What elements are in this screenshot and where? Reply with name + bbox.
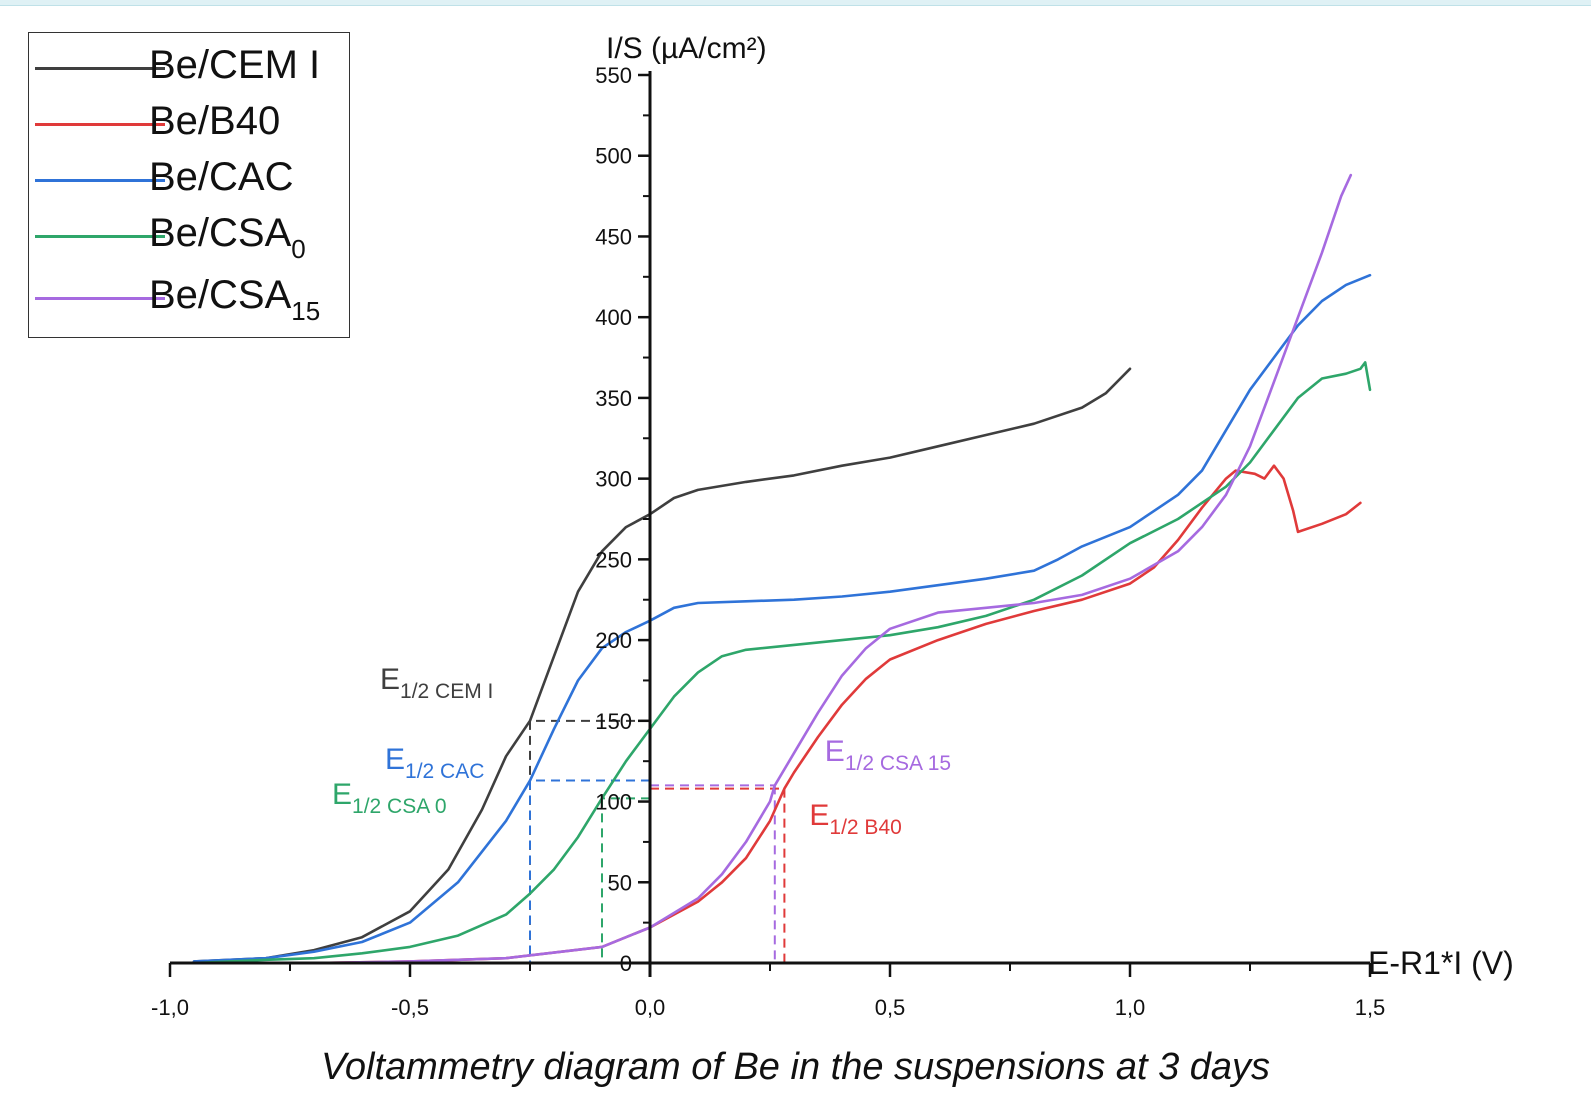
- legend: Be/CEM I Be/B40 Be/CAC Be/CSA0 Be/CSA15: [28, 32, 350, 338]
- series-lines: [192, 173, 1372, 965]
- series-line: [192, 273, 1372, 963]
- y-tick-label: 500: [595, 144, 632, 169]
- legend-label: Be/B40: [149, 99, 281, 143]
- axes: -1,0 -0,5 0,0 0,5 1,0 1,5 0 50 100 150 200 250 300 35…: [151, 63, 1385, 1020]
- x-tick-label: 0,5: [875, 995, 906, 1020]
- legend-label: Be/CEM I: [149, 43, 321, 87]
- legend-swatch: [35, 235, 165, 238]
- y-tick-label: 250: [595, 547, 632, 572]
- half-wave-annotation: E1/2 CEM I: [380, 663, 493, 704]
- legend-swatch: [35, 67, 165, 70]
- annotation-base: E: [824, 735, 845, 769]
- annotation-subscript: 1/2 B40: [829, 815, 902, 839]
- legend-item: Be/CEM I: [29, 39, 349, 95]
- y-tick-label: 150: [595, 709, 632, 734]
- y-axis-label: I/S (µA/cm²): [606, 32, 767, 65]
- x-axis-label: E-R1*I (V): [1368, 945, 1514, 981]
- annotation-subscript: 1/2 CEM I: [400, 679, 494, 703]
- half-wave-annotation: E1/2 CSA 15: [825, 735, 951, 776]
- y-tick-label: 200: [595, 628, 632, 653]
- series-line: [192, 173, 1353, 965]
- legend-item: Be/CAC: [29, 151, 349, 207]
- annotation-subscript: 1/2 CSA 15: [844, 752, 952, 776]
- annotation-subscript: 1/2 CAC: [405, 759, 485, 783]
- x-tick-label: -1,0: [151, 995, 189, 1020]
- legend-label: Be/CAC: [149, 155, 294, 199]
- legend-item: Be/CSA15: [29, 269, 349, 326]
- half-wave-annotation: E1/2 CAC: [385, 743, 484, 784]
- half-wave-guide-lines: [529, 719, 786, 963]
- y-tick-label: 0: [620, 951, 632, 976]
- x-tick-label: 0,0: [635, 995, 666, 1020]
- annotation-base: E: [385, 742, 406, 776]
- y-tick-label: 100: [595, 790, 632, 815]
- legend-swatch: [35, 297, 165, 300]
- legend-swatch: [35, 123, 165, 126]
- chart-caption: Voltammetry diagram of Be in the suspens…: [320, 1046, 1271, 1088]
- annotation-base: E: [332, 778, 353, 812]
- half-wave-annotation: E1/2 B40: [809, 799, 901, 840]
- annotation-base: E: [809, 798, 830, 832]
- legend-label: Be/CSA15: [149, 273, 321, 326]
- top-border: [0, 0, 1591, 6]
- annotation-base: E: [380, 662, 401, 696]
- y-tick-label: 50: [608, 870, 632, 895]
- legend-item: Be/B40: [29, 95, 349, 151]
- y-tick-label: 300: [595, 467, 632, 492]
- x-tick-label: -0,5: [391, 995, 429, 1020]
- y-tick-label: 550: [595, 63, 632, 88]
- series-line: [192, 361, 1372, 965]
- legend-label: Be/CSA0: [149, 211, 306, 264]
- series-line: [192, 367, 1132, 963]
- y-tick-label: 350: [595, 386, 632, 411]
- y-tick-label: 400: [595, 305, 632, 330]
- y-tick-label: 450: [595, 224, 632, 249]
- legend-swatch: [35, 179, 165, 182]
- half-wave-annotation: E1/2 CSA 0: [332, 778, 447, 819]
- x-tick-label: 1,5: [1355, 995, 1386, 1020]
- legend-item: Be/CSA0: [29, 207, 349, 264]
- annotation-subscript: 1/2 CSA 0: [352, 795, 447, 819]
- x-tick-label: 1,0: [1115, 995, 1146, 1020]
- series-line: [192, 464, 1362, 965]
